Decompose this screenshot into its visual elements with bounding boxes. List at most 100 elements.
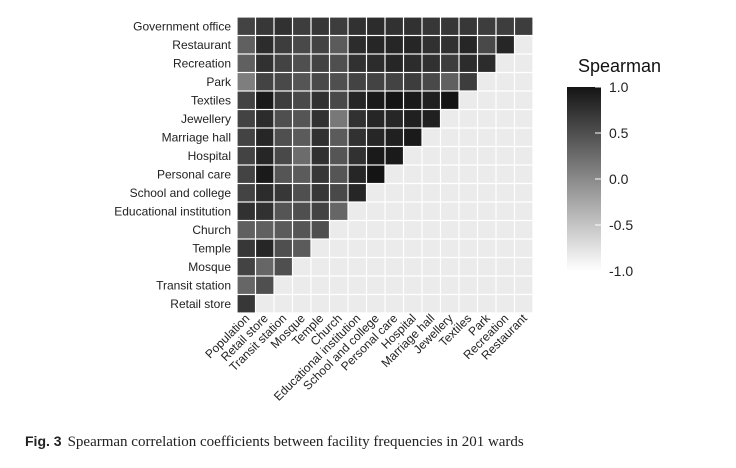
legend-ticks: 1.0 0.5 0.0 -0.5 -1.0 (595, 79, 633, 279)
heatmap-cells (237, 17, 533, 313)
heatmap-cell (256, 221, 274, 239)
y-tick-label: Transit station (156, 278, 231, 292)
heatmap-cell (256, 147, 274, 165)
heatmap-cell (237, 147, 255, 165)
heatmap-cell (256, 91, 274, 109)
heatmap-cell (274, 184, 292, 202)
heatmap-cell (237, 17, 255, 35)
heatmap-cell (348, 128, 366, 146)
heatmap-cell (385, 17, 403, 35)
caption-label: Fig. 3 (25, 433, 62, 449)
heatmap-cell (404, 54, 422, 72)
heatmap-cell (311, 91, 329, 109)
heatmap-cell (237, 54, 255, 72)
legend-title: Spearman (578, 56, 661, 76)
heatmap-cell (274, 221, 292, 239)
heatmap-cell (404, 128, 422, 146)
y-tick-label: Retail store (170, 297, 231, 311)
heatmap-cell (256, 110, 274, 128)
heatmap-cell (311, 73, 329, 91)
heatmap-cell (293, 128, 311, 146)
heatmap-cell (256, 184, 274, 202)
heatmap-cell (422, 110, 440, 128)
heatmap-cell (237, 128, 255, 146)
heatmap-cell (459, 36, 477, 54)
heatmap-cell (274, 258, 292, 276)
heatmap-cell (404, 17, 422, 35)
heatmap-cell (256, 239, 274, 257)
heatmap-cell (293, 147, 311, 165)
heatmap-cell (293, 54, 311, 72)
heatmap-cell (330, 110, 348, 128)
heatmap-cell (237, 295, 255, 313)
heatmap-cell (274, 17, 292, 35)
heatmap-cell (404, 73, 422, 91)
heatmap-cell (348, 110, 366, 128)
heatmap-cell (237, 36, 255, 54)
heatmap-cell (385, 128, 403, 146)
heatmap-cell (348, 36, 366, 54)
y-tick-label: Recreation (173, 56, 231, 70)
heatmap-cell (367, 36, 385, 54)
heatmap-cell (274, 36, 292, 54)
heatmap-cell (367, 73, 385, 91)
heatmap-cell (293, 202, 311, 220)
heatmap-cell (422, 17, 440, 35)
heatmap-cell (441, 73, 459, 91)
heatmap-cell (330, 165, 348, 183)
heatmap-cell (478, 54, 496, 72)
heatmap-cell (496, 17, 514, 35)
heatmap-cell (478, 17, 496, 35)
heatmap-cell (459, 54, 477, 72)
heatmap-cell (348, 147, 366, 165)
heatmap-cell (237, 202, 255, 220)
heatmap-cell (367, 17, 385, 35)
y-tick-label: Mosque (188, 260, 231, 274)
heatmap-cell (293, 110, 311, 128)
heatmap-cell (237, 184, 255, 202)
y-axis-labels: Retail store Transit station Mosque Temple C… (114, 19, 232, 311)
y-tick-label: Church (192, 223, 231, 237)
heatmap-cell (441, 54, 459, 72)
y-tick-label: Personal care (157, 167, 231, 181)
heatmap-cell (515, 17, 533, 35)
heatmap-cell (422, 36, 440, 54)
heatmap-cell (237, 91, 255, 109)
heatmap-cell (274, 147, 292, 165)
heatmap-cell (385, 91, 403, 109)
heatmap-cell (293, 91, 311, 109)
heatmap-cell (478, 36, 496, 54)
y-tick-label: Hospital (188, 149, 231, 163)
heatmap-cell (367, 128, 385, 146)
heatmap-cell (404, 36, 422, 54)
heatmap-cell (311, 54, 329, 72)
heatmap-cell (256, 165, 274, 183)
legend: Spearman 1.0 0.5 0.0 -0.5 -1.0 (567, 56, 661, 279)
heatmap-cell (348, 17, 366, 35)
heatmap-cell (348, 184, 366, 202)
heatmap-cell (330, 54, 348, 72)
y-tick-label: Textiles (191, 93, 231, 107)
heatmap-cell (237, 110, 255, 128)
heatmap-cell (422, 91, 440, 109)
heatmap-cell (311, 147, 329, 165)
heatmap-cell (348, 91, 366, 109)
heatmap-cell (367, 165, 385, 183)
heatmap-cell (496, 36, 514, 54)
heatmap-cell (330, 184, 348, 202)
heatmap-cell (385, 73, 403, 91)
heatmap-cell (330, 128, 348, 146)
heatmap-cell (237, 258, 255, 276)
heatmap-cell (330, 73, 348, 91)
heatmap-cell (256, 17, 274, 35)
legend-tick-label: 1.0 (609, 79, 629, 95)
y-tick-label: Park (206, 75, 232, 89)
heatmap-cell (256, 128, 274, 146)
heatmap-cell (311, 184, 329, 202)
y-tick-label: Government office (133, 19, 231, 33)
heatmap-cell (367, 110, 385, 128)
heatmap-cell (293, 36, 311, 54)
heatmap-cell (441, 17, 459, 35)
heatmap-cell (330, 147, 348, 165)
heatmap-cell (311, 17, 329, 35)
